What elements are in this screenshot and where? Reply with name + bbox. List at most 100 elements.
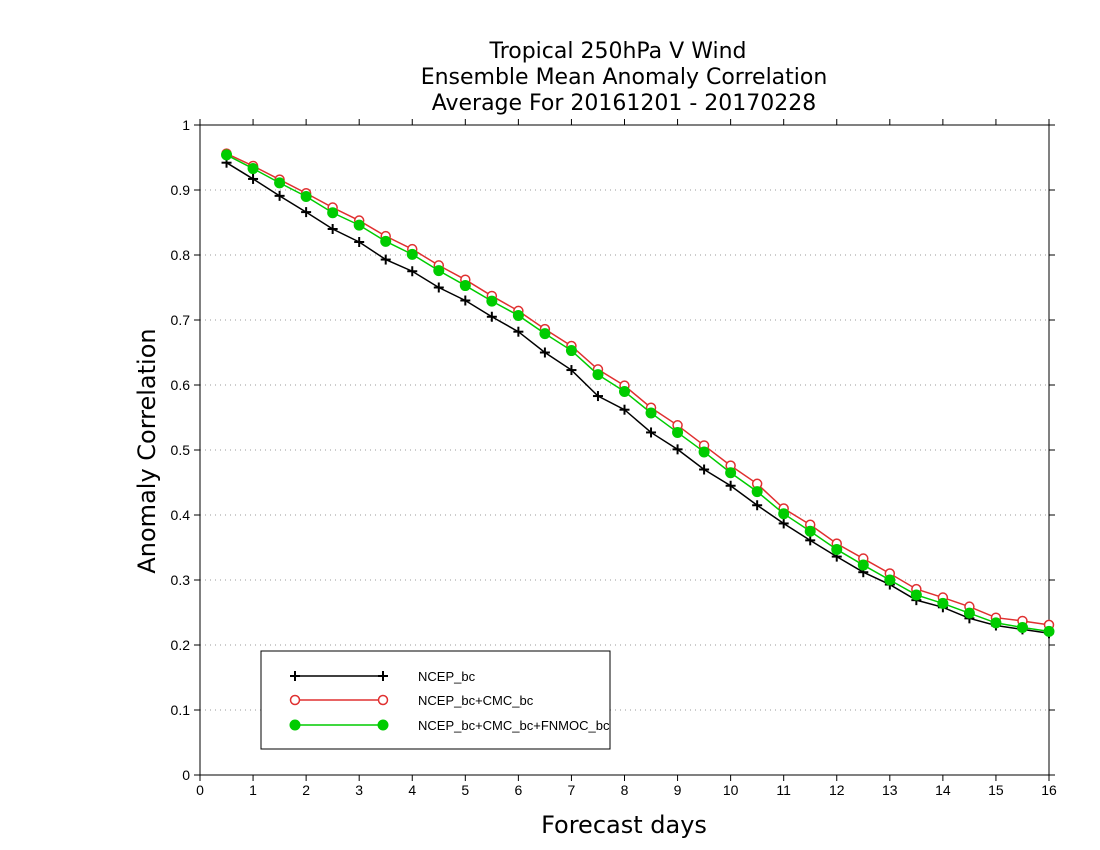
series-2-line (226, 152, 1050, 626)
x-tick-label: 11 (776, 782, 791, 798)
x-axis-label: Forecast days (541, 811, 707, 839)
series-1-point (407, 266, 418, 277)
x-tick-label: 1 (249, 782, 257, 798)
series-3-point (698, 446, 710, 458)
series-3-point (433, 265, 445, 277)
series-2 (221, 148, 1055, 631)
series-3-point (1043, 625, 1055, 637)
series-3-point (910, 589, 922, 601)
x-tick-label: 12 (829, 782, 845, 798)
series-3-point (751, 486, 763, 498)
legend-entry: NCEP_bc+CMC_bc+FNMOC_bc (289, 718, 610, 733)
chart-title-line-2: Ensemble Mean Anomaly Correlation (421, 65, 828, 90)
x-tick-label: 5 (461, 782, 469, 798)
series-1-point (380, 254, 391, 265)
series-1-point (778, 518, 789, 529)
series-1-point (354, 237, 365, 247)
x-tick-label: 0 (196, 782, 204, 798)
series-1-point (566, 365, 577, 376)
series-3-point (565, 345, 577, 357)
series-3-point (778, 508, 790, 520)
series-3-point (592, 369, 604, 381)
series-1-point (752, 500, 763, 511)
series-1-point (513, 326, 524, 337)
y-tick-label: 0.3 (171, 572, 191, 588)
y-tick-label: 0 (182, 767, 190, 783)
legend-marker (377, 694, 389, 706)
series-3-point (963, 607, 975, 619)
series-3-point (831, 543, 843, 555)
y-tick-label: 0.8 (171, 247, 191, 263)
series-3 (221, 149, 1055, 637)
series-1-point (327, 224, 338, 234)
series-1-point (539, 347, 550, 358)
series-3-point (804, 525, 816, 537)
series-3-line (226, 154, 1050, 633)
series-1-point (460, 295, 471, 306)
x-tick-label: 2 (302, 782, 310, 798)
series-3-point (327, 207, 339, 219)
series-3-point (353, 219, 365, 231)
x-tick-label: 4 (408, 782, 416, 798)
legend-marker (290, 671, 300, 681)
series-3-point (1016, 621, 1028, 633)
series-1-point (619, 404, 630, 415)
x-tick-label: 6 (514, 782, 522, 798)
series-3-point (512, 309, 524, 321)
y-tick-label: 0.1 (171, 702, 191, 718)
x-tick-label: 9 (674, 782, 682, 798)
chart-title-line-3: Average For 20161201 - 20170228 (432, 91, 817, 116)
x-tick-label: 10 (723, 782, 739, 798)
series-3-point (725, 467, 737, 479)
legend-label: NCEP_bc+CMC_bc (418, 693, 534, 708)
x-tick-label: 13 (882, 782, 898, 798)
x-tick-label: 14 (935, 782, 951, 798)
series-1-point (274, 190, 285, 201)
series-3-point (937, 597, 949, 609)
series-3-point (406, 248, 418, 260)
legend-marker (377, 719, 389, 731)
y-tick-label: 0.5 (171, 442, 191, 458)
series-1-line (226, 162, 1050, 635)
series-3-point (486, 295, 498, 307)
series-3-point (459, 280, 471, 292)
legend-entry: NCEP_bc (290, 669, 476, 684)
series-1-point (433, 282, 444, 293)
y-tick-label: 0.9 (171, 182, 191, 198)
x-tick-label: 8 (621, 782, 629, 798)
series-1-point (646, 427, 657, 438)
series-1-point (805, 535, 816, 546)
y-tick-label: 0.7 (171, 312, 191, 328)
series-3-point (300, 191, 312, 202)
series-3-point (672, 426, 684, 438)
series-3-point (380, 235, 392, 247)
x-tick-label: 7 (568, 782, 576, 798)
series-1-point (248, 173, 259, 184)
legend: NCEP_bc NCEP_bc+CMC_bc NCEP_bc+CMC_bc+FNMO… (260, 650, 611, 750)
series-1-point (699, 464, 710, 475)
series-layer (221, 148, 1055, 639)
series-1-point (672, 444, 683, 455)
legend-marker (289, 719, 301, 731)
x-tick-label: 16 (1041, 782, 1057, 798)
series-1-point (301, 207, 312, 218)
series-3-point (990, 617, 1002, 629)
series-1-point (725, 480, 736, 491)
series-3-point (884, 574, 896, 586)
grid (200, 189, 1049, 711)
chart-title: Tropical 250hPa V Wind Ensemble Mean Ano… (421, 39, 828, 116)
y-tick-label: 0.4 (171, 507, 191, 523)
series-3-point (645, 407, 657, 419)
axes: 00.10.20.30.40.50.60.70.80.910 1 2 3 4 5 6 7 8 9 1… (171, 117, 1057, 798)
chart-title-line-1: Tropical 250hPa V Wind (488, 39, 746, 64)
series-1 (221, 157, 1054, 639)
legend-label: NCEP_bc (418, 669, 476, 684)
legend-label: NCEP_bc+CMC_bc+FNMOC_bc (418, 718, 610, 733)
legend-entry: NCEP_bc+CMC_bc (289, 693, 534, 708)
y-axis-label: Anomaly Correlation (133, 328, 161, 573)
legend-marker (289, 694, 301, 706)
y-tick-label: 1 (182, 117, 190, 133)
series-3-point (247, 163, 259, 175)
x-tick-label: 3 (355, 782, 363, 798)
y-tick-label: 0.6 (171, 377, 191, 393)
